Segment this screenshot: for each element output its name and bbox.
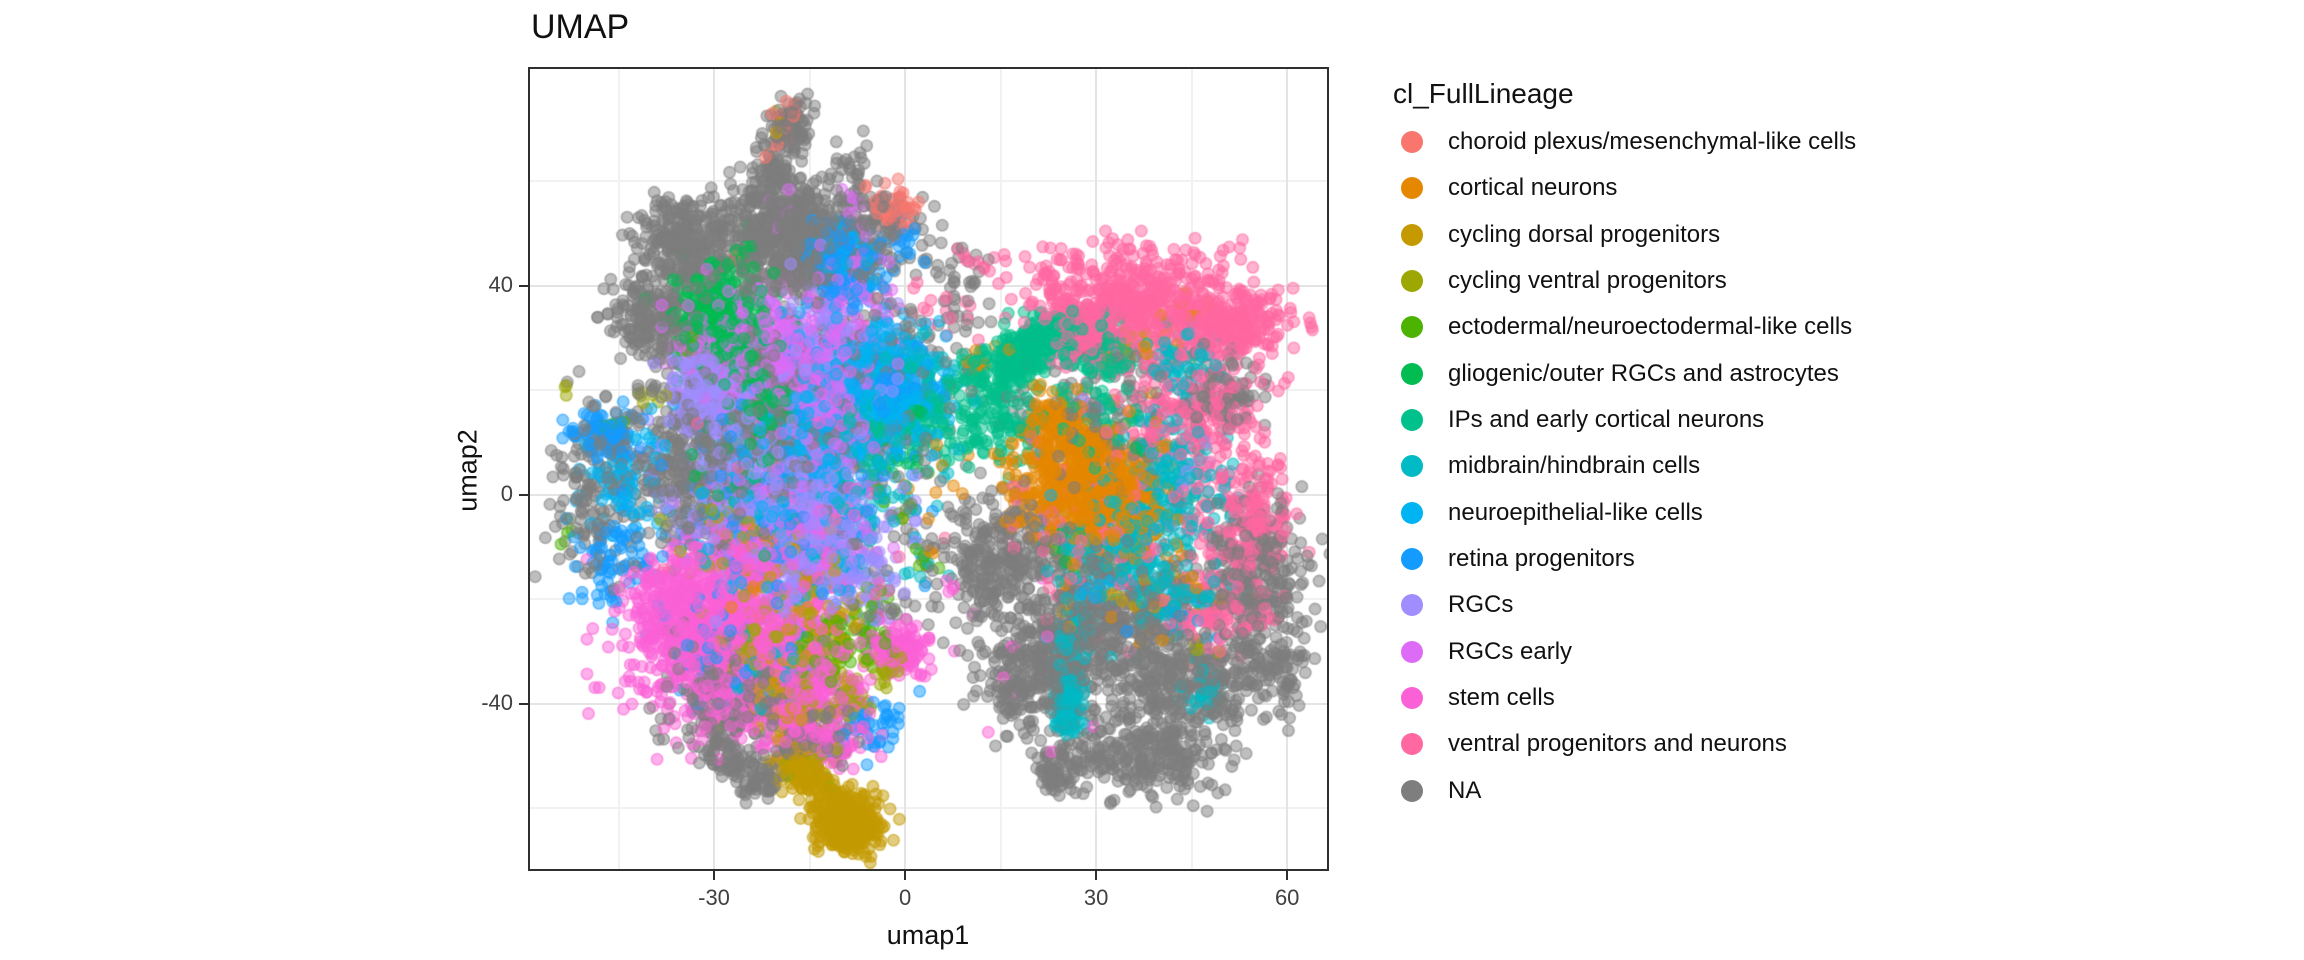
legend-color-dot [1401,733,1423,756]
legend-item-label: IPs and early cortical neurons [1448,405,1765,433]
x-tick-label: -30 [698,885,730,910]
legend-item-label: cycling dorsal progenitors [1448,220,1721,248]
legend-item-label: midbrain/hindbrain cells [1448,452,1701,480]
legend-item: stem cells [1393,676,1555,720]
legend-color-dot [1401,594,1423,617]
legend-item-label: RGCs [1448,591,1514,619]
legend-item-label: RGCs early [1448,637,1573,665]
y-tick-label: 40 [488,271,513,297]
legend-item: RGCs early [1393,630,1572,674]
legend-item-label: ventral progenitors and neurons [1448,730,1787,758]
legend-item-label: cycling ventral progenitors [1448,266,1727,294]
legend-item-label: stem cells [1448,683,1555,711]
x-tick-label: 60 [1274,885,1300,910]
legend-color-dot [1401,131,1423,153]
legend-item: ectodermal/neuroectodermal-like cells [1393,305,1852,349]
y-tick-label: -40 [481,689,513,715]
legend-color-dot [1401,269,1423,292]
legend-item: cycling ventral progenitors [1393,259,1727,303]
legend-color-dot [1401,362,1423,385]
plot-panel [528,67,1329,871]
x-tick-mark [904,871,907,880]
y-tick-mark [519,702,528,705]
x-tick-mark [1286,871,1289,880]
legend-item-label: choroid plexus/mesenchymal-like cells [1448,128,1857,155]
legend-color-dot [1401,316,1423,339]
legend-item: neuroepithelial-like cells [1393,491,1703,535]
y-axis-title: umap2 [452,429,483,512]
legend-title: cl_FullLineage [1393,78,1574,109]
legend-item: choroid plexus/mesenchymal-like cells [1393,120,1856,164]
legend-item: IPs and early cortical neurons [1393,398,1764,442]
legend-item: ventral progenitors and neurons [1393,722,1787,766]
legend-item-label: retina progenitors [1448,544,1635,572]
legend-item: retina progenitors [1393,537,1635,581]
y-tick-mark [519,493,528,496]
legend-color-dot [1401,686,1423,709]
legend-item: midbrain/hindbrain cells [1393,444,1700,488]
x-tick-label: 30 [1083,885,1109,910]
legend-color-dot [1401,547,1423,570]
x-tick-label: 0 [898,885,912,910]
legend-item: gliogenic/outer RGCs and astrocytes [1393,352,1839,396]
y-tick-label: 0 [500,480,513,506]
plot-panel-area [530,69,1327,869]
legend-color-dot [1401,455,1423,478]
legend-color-dot [1401,408,1423,431]
x-axis-title: umap1 [886,920,970,950]
legend-item-label: neuroepithelial-like cells [1448,498,1703,526]
umap-scatter-canvas [530,69,1327,869]
legend-item: RGCs [1393,583,1513,627]
legend-color-dot [1401,223,1423,246]
legend-color-dot [1401,501,1423,524]
legend-color-dot [1401,640,1423,663]
x-tick-mark [1095,871,1098,880]
legend-item: cortical neurons [1393,166,1617,210]
plot-title: UMAP [531,8,630,46]
x-tick-mark [713,871,716,880]
legend-item-label: NA [1448,776,1482,804]
legend-item: cycling dorsal progenitors [1393,213,1720,257]
legend-item-label: cortical neurons [1448,174,1618,202]
legend-item-label: gliogenic/outer RGCs and astrocytes [1448,359,1839,387]
legend-item: NA [1393,769,1481,813]
legend-color-dot [1401,779,1423,802]
legend-item-label: ectodermal/neuroectodermal-like cells [1448,313,1853,341]
legend-color-dot [1401,177,1423,200]
y-tick-mark [519,284,528,287]
